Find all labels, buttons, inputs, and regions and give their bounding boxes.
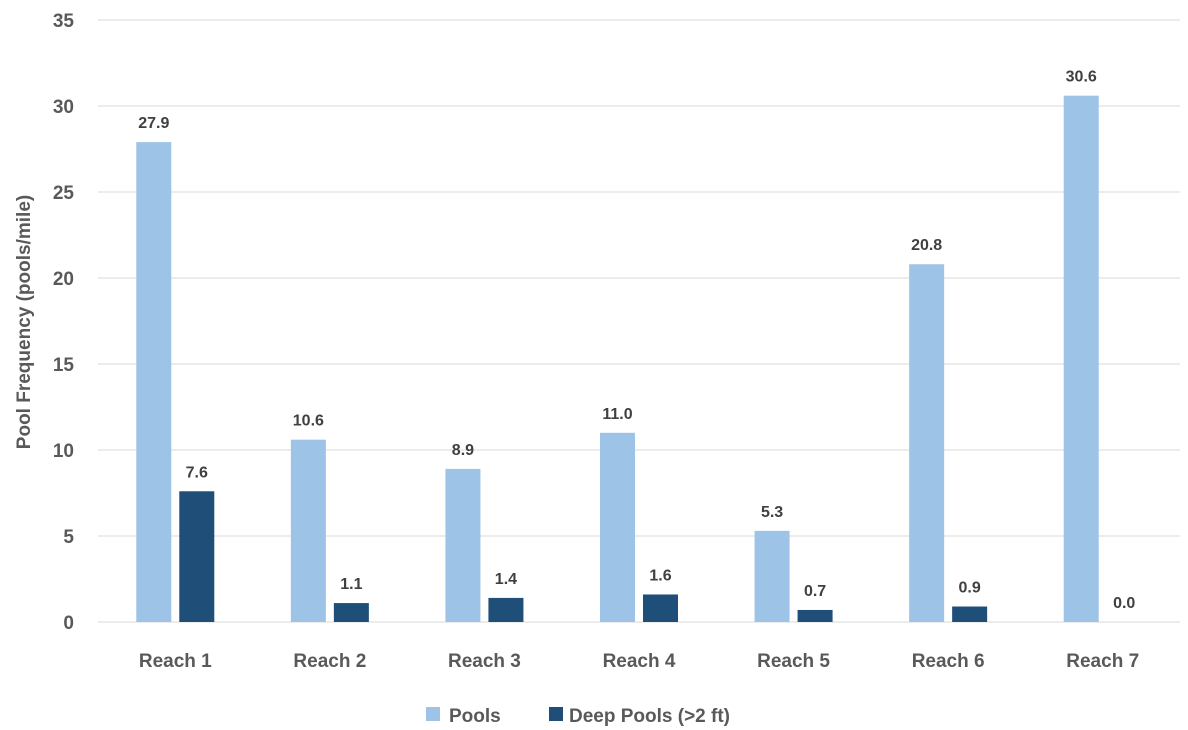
x-category-label: Reach 5 [757,651,830,672]
bar-deep-pools [952,606,988,622]
data-label: 27.9 [138,115,169,132]
y-tick-label: 0 [63,613,74,634]
y-tick-label: 10 [53,441,74,462]
bar-deep-pools [488,597,524,622]
data-label: 5.3 [761,504,783,521]
data-label: 30.6 [1066,69,1097,86]
y-tick-label: 25 [53,183,75,204]
bar-pools [290,439,326,622]
data-label: 11.0 [602,406,632,423]
bar-deep-pools [643,594,678,622]
y-axis-label: Pool Frequency (pools/mile) [14,195,35,449]
bar-pools [600,432,635,622]
data-labels: 27.9 7.6 10.6 1.1 8.9 1.4 11.0 1.6 5.3 0.7 20.8 0.9… [138,69,1135,612]
x-category-label: Reach 7 [1066,651,1139,672]
data-label: 1.6 [649,567,671,584]
y-tick-label: 35 [53,11,75,32]
data-label: 20.8 [911,237,942,254]
data-label: 0.9 [959,580,981,597]
bars [136,95,1099,623]
y-tick-label: 5 [63,527,74,548]
data-label: 0.7 [804,583,826,600]
bar-deep-pools [333,603,369,622]
bar-deep-pools [179,491,215,622]
y-tick-label: 15 [53,355,75,376]
legend-label-pools: Pools [449,706,501,727]
data-label: 0.0 [1113,595,1135,612]
legend-swatch-deep-pools [549,707,563,721]
y-tick-label: 30 [53,97,74,118]
bar-pools [909,264,945,622]
data-label: 1.4 [495,571,517,588]
data-label: 10.6 [293,413,324,430]
bar-pools [754,530,790,622]
bar-pools [136,142,172,622]
data-label: 8.9 [452,442,474,459]
gridlines [98,19,1180,623]
legend-swatch-pools [426,707,440,721]
data-label: 1.1 [340,576,362,593]
legend-label-deep-pools: Deep Pools (>2 ft) [569,706,730,727]
bar-deep-pools [797,609,833,622]
data-label: 7.6 [186,464,208,481]
y-tick-label: 20 [53,269,74,290]
x-category-label: Reach 2 [293,651,366,672]
x-category-label: Reach 3 [448,651,521,672]
x-category-label: Reach 6 [912,651,985,672]
x-axis-categories: Reach 1 Reach 2 Reach 3 Reach 4 Reach 5 Reach… [139,651,1139,672]
y-axis-ticks: 0 5 10 15 20 25 30 35 [53,11,75,634]
bar-pools [1063,95,1099,623]
x-category-label: Reach 4 [603,651,676,672]
legend: Pools Deep Pools (>2 ft) [426,706,730,727]
bar-pools [445,468,481,622]
x-category-label: Reach 1 [139,651,212,672]
